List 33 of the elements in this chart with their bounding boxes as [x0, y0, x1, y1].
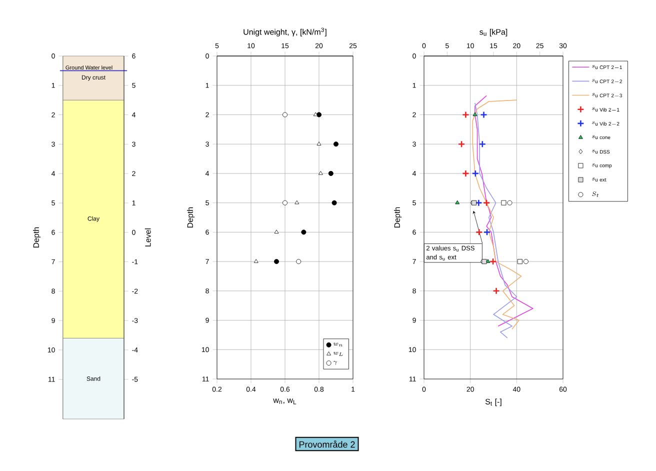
legend-label: $s_{\mathrm{u\ CPT\ 2{-}2}}$ [592, 79, 622, 84]
y-axis-title: Depth [33, 227, 41, 248]
x-axis-title: w$_{n}$, w$_{L}$ [273, 398, 296, 404]
legend-label: $\gamma$ [333, 360, 338, 365]
point [274, 230, 279, 234]
point [316, 142, 322, 146]
legend-label: $s_{\mathrm{u\ cone}}$ [592, 135, 610, 140]
point [334, 142, 338, 147]
legend-label: $s_{\mathrm{u\ CPT\ 2{-}1}}$ [592, 64, 622, 70]
legend-label: $s_{\mathrm{u\ Vib\ 2{-}2}}$ [592, 121, 620, 126]
point [301, 230, 306, 235]
x2-axis-title: s$_{u}$ [kPa] [480, 28, 508, 36]
x-axis-title: S$_{t}$ [-] [485, 398, 502, 406]
legend-label: $S_{t}$ [592, 192, 599, 197]
y2-axis-title: Level [144, 228, 151, 246]
y-axis-title: Depth [187, 207, 195, 228]
legend-label: $s_{\mathrm{u\ comp}}$ [592, 164, 612, 168]
legend-label: $s_{\mathrm{u\ Vib\ 2{-}1}}$ [592, 107, 620, 112]
point [254, 259, 258, 263]
point [328, 170, 334, 176]
legend-label: $w_{L}$ [333, 352, 343, 356]
legend-label: $w_{n}$ [333, 342, 342, 347]
y-axis-title: Depth [394, 207, 402, 228]
text: Provområde 2 [299, 440, 355, 448]
point [318, 170, 323, 175]
legend-label: $s_{\mathrm{u\ ext}}$ [592, 178, 606, 182]
x2-axis-title: Unigt weight, γ, [kN/m$^{3}$] [244, 28, 326, 36]
point [332, 200, 337, 206]
point [313, 112, 318, 116]
legend-label: $s_{\mathrm{u\ CPT\ 2{-}3}}$ [592, 93, 622, 98]
legend-label: $s_{\mathrm{u\ DSS}}$ [592, 149, 610, 154]
point [294, 200, 300, 204]
point [274, 259, 280, 264]
